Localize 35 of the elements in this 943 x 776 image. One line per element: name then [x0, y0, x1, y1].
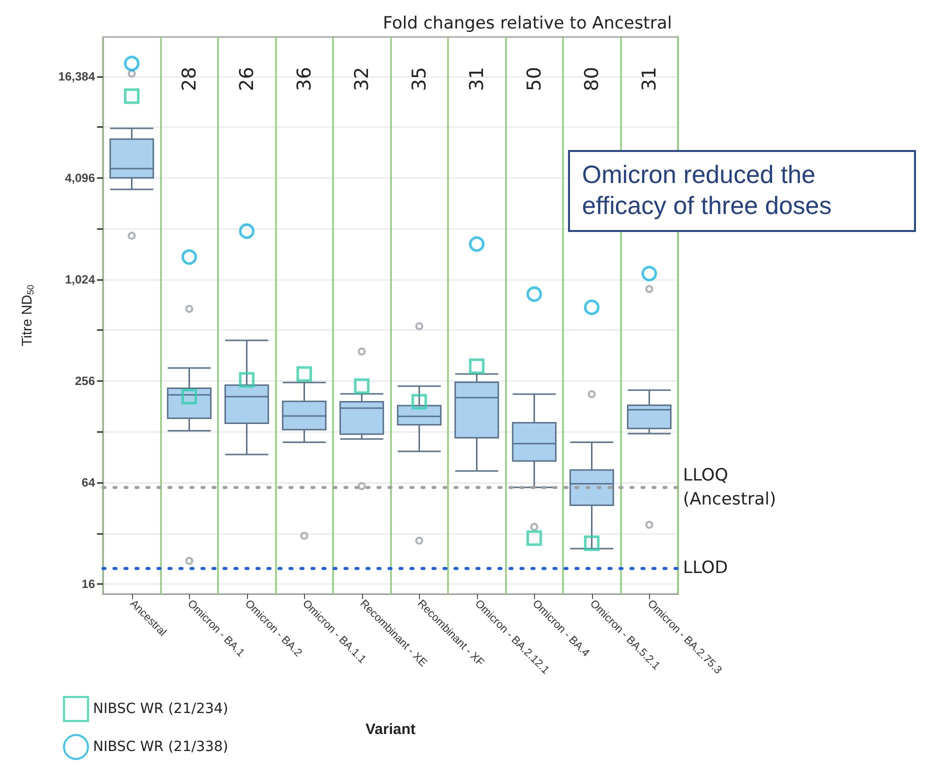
- point: [239, 223, 254, 239]
- annotation: 26: [236, 66, 258, 92]
- point: [182, 388, 197, 404]
- y-tick-label: 64: [82, 476, 96, 490]
- annotation: 36: [293, 66, 316, 92]
- point: [124, 56, 140, 72]
- y-tick-label: 4,096: [64, 170, 96, 185]
- ref-line-label: LLOD: [683, 558, 728, 578]
- annotation: 50: [523, 66, 546, 92]
- point: [526, 530, 542, 546]
- annotation: 31: [638, 66, 660, 92]
- y-tick-label: 256: [74, 374, 96, 388]
- y-axis-title: Titre ND50: [18, 284, 36, 346]
- point: [469, 358, 484, 374]
- legend-label: NIBSC WR (21/234): [93, 701, 228, 717]
- annotation: 35: [408, 66, 430, 92]
- annotation: 80: [580, 66, 603, 92]
- annotation: 32: [350, 66, 373, 92]
- y-tick-label: 16: [82, 577, 96, 592]
- y-tick-label: 16,384: [58, 69, 96, 84]
- point: [584, 535, 600, 551]
- point: [239, 372, 254, 388]
- callout-box: Omicron reduced the efficacy of three doses: [568, 150, 916, 232]
- y-tick-label: 1,024: [64, 272, 96, 286]
- point: [412, 394, 427, 410]
- ref-line-label: LLOQ (Ancestral): [683, 465, 776, 510]
- point: [182, 249, 197, 265]
- x-axis-title: Variant: [365, 721, 416, 738]
- point: [296, 366, 312, 382]
- annotation: 28: [178, 66, 200, 92]
- chart-title: Fold changes relative to Ancestral: [382, 14, 672, 34]
- point: [124, 88, 140, 104]
- point: [354, 378, 370, 394]
- annotation: 31: [466, 66, 488, 92]
- legend-label: NIBSC WR (21/338): [93, 739, 228, 755]
